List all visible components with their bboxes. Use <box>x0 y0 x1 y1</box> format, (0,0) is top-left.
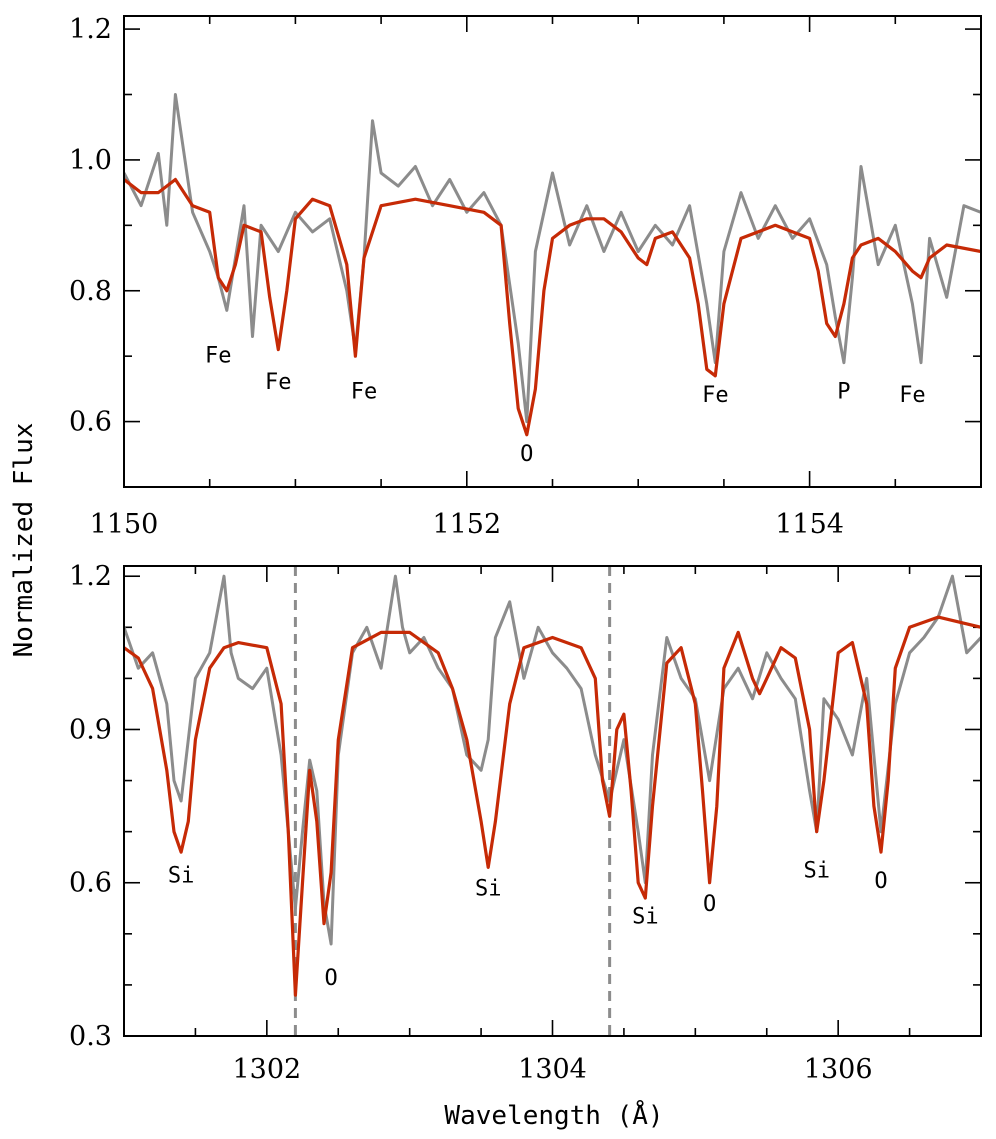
line-label: O <box>324 966 337 991</box>
line-label: Fe <box>899 383 926 408</box>
plot-frame <box>123 565 982 1037</box>
y-tick-label: 0.8 <box>69 276 112 307</box>
y-tick-label: 0.6 <box>69 407 112 438</box>
line-label: Fe <box>351 380 378 405</box>
line-label: Fe <box>702 383 729 408</box>
y-tick-label: 1.0 <box>69 145 112 176</box>
x-tick-label: 1304 <box>518 1054 587 1085</box>
x-axis-label: Wavelength (Å) <box>444 1099 663 1131</box>
observed-spectrum-line <box>124 574 981 946</box>
y-tick-label: 0.6 <box>69 868 112 899</box>
y-axis-label: Normalized Flux <box>9 423 39 658</box>
x-tick-label: 1306 <box>804 1054 873 1085</box>
y-tick-label: 0.9 <box>69 714 112 745</box>
x-tick-label: 1302 <box>232 1054 301 1085</box>
line-label: O <box>703 892 716 917</box>
x-tick-label: 1152 <box>432 509 501 540</box>
model-spectrum-line <box>124 177 981 437</box>
line-label: Si <box>803 859 830 884</box>
bottom-panel: 1302 1304 1306 0.3 0.6 0.9 1.2 Si O Si Si O Si O <box>69 561 982 1085</box>
y-tick-label: 1.2 <box>69 561 112 592</box>
line-label: O <box>874 869 887 894</box>
line-label: P <box>837 380 850 405</box>
top-panel: 1150 1152 1154 0.6 0.8 1.0 1.2 Fe Fe Fe O Fe P Fe <box>69 14 982 540</box>
observed-spectrum-line <box>124 93 981 424</box>
line-label: O <box>520 442 533 467</box>
model-spectrum-line <box>124 615 981 997</box>
x-tick-label: 1154 <box>775 509 844 540</box>
line-label: Si <box>632 905 659 930</box>
line-label: Fe <box>265 370 292 395</box>
line-label: Fe <box>205 344 232 369</box>
line-label: Si <box>168 864 195 889</box>
plot-frame <box>123 15 982 488</box>
x-tick-label: 1150 <box>90 509 159 540</box>
y-tick-label: 1.2 <box>69 14 112 45</box>
line-label: Si <box>475 877 502 902</box>
y-tick-label: 0.3 <box>69 1021 112 1052</box>
